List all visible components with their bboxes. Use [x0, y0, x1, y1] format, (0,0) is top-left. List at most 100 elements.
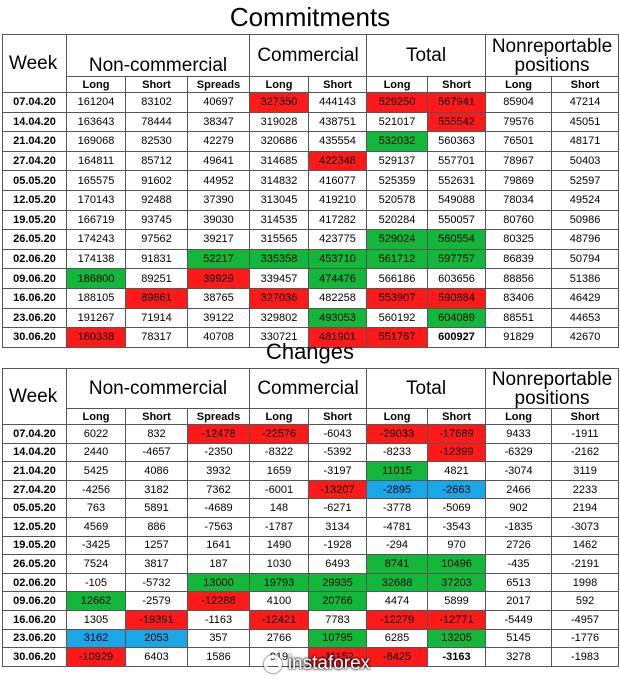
noncommercial-long-cell: 7524 [66, 554, 126, 574]
nonreportable-short-cell: 44653 [551, 307, 620, 329]
total-short-cell: 590884 [427, 287, 487, 309]
noncommercial-short-cell: 832 [125, 424, 188, 444]
noncommercial-spreads-cell: 37390 [187, 189, 250, 211]
noncommercial-short-cell: 91602 [125, 170, 188, 191]
subheader-long: Long [485, 408, 553, 425]
nonreportable-short-cell: -2162 [551, 442, 620, 463]
subheader-long: Long [66, 408, 126, 425]
noncommercial-spreads-cell: 13000 [187, 572, 250, 593]
nonreportable-short-cell: 3119 [551, 461, 620, 481]
noncommercial-spreads-cell: 1586 [187, 647, 250, 667]
table-row: 02.06.20 174138 91831 52217 335358 453710 5617… [2, 248, 620, 270]
noncommercial-long-cell: -10929 [66, 647, 126, 667]
noncommercial-long-cell: 12662 [66, 591, 126, 611]
noncommercial-spreads-cell: 40708 [187, 327, 250, 348]
noncommercial-spreads-cell: 187 [187, 554, 250, 574]
total-short-cell: 4821 [427, 461, 487, 481]
total-short-cell: -12399 [427, 442, 487, 463]
total-short-cell: 970 [427, 535, 487, 556]
commitments-title: Commitments [229, 2, 391, 32]
total-long-cell: -8233 [366, 442, 429, 463]
nonreportable-long-cell: 2726 [485, 535, 553, 556]
subheader-long: Long [366, 76, 429, 93]
table-row: 09.06.20 186800 89251 39929 339457 474476 5661… [2, 268, 620, 289]
table-row: 16.06.20 1305 -19391 -1163 -12421 7783 -12279-… [2, 609, 620, 630]
noncommercial-long-cell: 174243 [66, 229, 126, 250]
commercial-short-cell: 423775 [307, 229, 368, 250]
commercial-short-cell: 7783 [307, 609, 368, 630]
nonreportable-long-cell: 91829 [485, 327, 553, 348]
nonreportable-long-cell: 9433 [485, 424, 553, 444]
commercial-long-cell: 327036 [249, 287, 309, 309]
nonreportable-short-cell: 50403 [551, 150, 620, 172]
nonreportable-short-cell: 1462 [551, 535, 620, 556]
nonreportable-long-cell: 3278 [485, 647, 553, 667]
nonreportable-short-cell: 48171 [551, 131, 620, 152]
table-row: 27.04.20 -4256 3182 7362 -6001 -13207 -2895 -26… [2, 479, 620, 500]
row-week: 27.04.20 [2, 479, 67, 500]
header-total: Total [366, 34, 487, 77]
row-week: 27.04.20 [2, 150, 67, 172]
commercial-short-cell: 416077 [307, 170, 368, 191]
nonreportable-short-cell: 51386 [551, 268, 620, 289]
nonreportable-long-cell: 80760 [485, 209, 553, 231]
commercial-long-cell: 148 [249, 498, 309, 518]
row-week: 23.06.20 [2, 628, 67, 649]
commercial-short-cell: -11152 [307, 647, 368, 667]
row-week: 16.06.20 [2, 287, 67, 309]
total-short-cell: -2663 [427, 479, 487, 500]
nonreportable-long-cell: 79576 [485, 111, 553, 133]
commercial-short-cell: 10795 [307, 628, 368, 649]
commercial-short-cell: 444143 [307, 92, 368, 113]
total-long-cell: 560192 [366, 307, 429, 329]
noncommercial-short-cell: 3817 [125, 554, 188, 574]
noncommercial-short-cell: -2579 [125, 591, 188, 611]
noncommercial-long-cell: -3425 [66, 535, 126, 556]
table-row: 26.05.20 7524 3817 187 1030 6493 8741 10496 -435… [2, 554, 620, 574]
noncommercial-spreads-cell: -1163 [187, 609, 250, 630]
noncommercial-long-cell: 186800 [66, 268, 126, 289]
subheader-long: Long [249, 76, 309, 93]
noncommercial-long-cell: 763 [66, 498, 126, 518]
commercial-long-cell: -12421 [249, 609, 309, 630]
total-short-cell: -12771 [427, 609, 487, 630]
noncommercial-spreads-cell: 38347 [187, 111, 250, 133]
noncommercial-spreads-cell: 39929 [187, 268, 250, 289]
total-long-cell: 4474 [366, 591, 429, 611]
commercial-long-cell: 319028 [249, 111, 309, 133]
row-week: 12.05.20 [2, 189, 67, 211]
nonreportable-long-cell: 78034 [485, 189, 553, 211]
subheader-short: Short [125, 76, 188, 93]
row-week: 30.06.20 [2, 647, 67, 667]
table-row: 26.05.20 174243 97562 39217 315565 423775 5290… [2, 229, 620, 250]
subheader-short: Short [427, 408, 487, 425]
nonreportable-long-cell: 76501 [485, 131, 553, 152]
noncommercial-long-cell: 165575 [66, 170, 126, 191]
commercial-short-cell: 29935 [307, 572, 368, 593]
noncommercial-short-cell: 71914 [125, 307, 188, 329]
subheader-short: Short [551, 76, 620, 93]
subheader-short: Short [551, 408, 620, 425]
noncommercial-long-cell: 6022 [66, 424, 126, 444]
total-long-cell: -29033 [366, 424, 429, 444]
nonreportable-short-cell: 46429 [551, 287, 620, 309]
nonreportable-short-cell: 2194 [551, 498, 620, 518]
nonreportable-short-cell: -1911 [551, 424, 620, 444]
table-row: 16.06.20 188105 89861 38765 327036 482258 5539… [2, 287, 620, 309]
nonreportable-short-cell: -2191 [551, 554, 620, 574]
commercial-long-cell: 4100 [249, 591, 309, 611]
commercial-long-cell: -8322 [249, 442, 309, 463]
noncommercial-spreads-cell: 38765 [187, 287, 250, 309]
row-week: 14.04.20 [2, 442, 67, 463]
total-short-cell: 557701 [427, 150, 487, 172]
subheader-long: Long [485, 76, 553, 93]
noncommercial-short-cell: -5732 [125, 572, 188, 593]
noncommercial-short-cell: 92488 [125, 189, 188, 211]
nonreportable-long-cell: 5145 [485, 628, 553, 649]
header-nonreportable: Nonreportable positions [485, 34, 620, 77]
nonreportable-long-cell: 83406 [485, 287, 553, 309]
nonreportable-short-cell: 49524 [551, 189, 620, 211]
subheader-short: Short [307, 408, 368, 425]
commercial-long-cell: 2766 [249, 628, 309, 649]
noncommercial-short-cell: 89251 [125, 268, 188, 289]
